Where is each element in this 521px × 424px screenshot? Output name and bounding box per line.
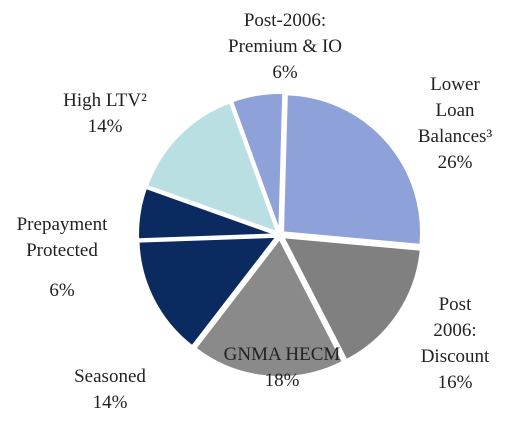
- pie-slice: [230, 92, 285, 232]
- pie-slice: [281, 236, 422, 362]
- pie-slice: [137, 186, 277, 241]
- slice-label: Lower Loan Balances³ 26%: [418, 72, 492, 176]
- slice-label: Post 2006: Discount 16%: [421, 292, 490, 396]
- value-label: 16%: [437, 372, 473, 393]
- value-label: 14%: [87, 116, 123, 137]
- slice-label: Post-2006: Premium & IO 6%: [228, 8, 342, 86]
- pie-slice: [137, 235, 279, 348]
- pie-slice: [145, 101, 279, 234]
- value-label: 26%: [437, 152, 473, 173]
- category-label: GNMA HECM: [223, 344, 341, 365]
- slice-label: High LTV² 14%: [63, 88, 147, 140]
- category-label: Lower Loan Balances³: [417, 74, 493, 147]
- pie-slice: [281, 93, 422, 246]
- pie-slice: [194, 237, 345, 378]
- category-label: High LTV²: [63, 90, 147, 111]
- category-label: Post 2006: Discount: [420, 294, 490, 367]
- value-label: 6%: [272, 62, 298, 83]
- slice-label: Prepayment Protected 6%: [17, 212, 108, 304]
- slice-label: Seasoned 14%: [74, 364, 146, 416]
- value-label: 18%: [264, 370, 300, 391]
- slice-label: GNMA HECM 18%: [224, 342, 341, 394]
- value-label: 6%: [49, 280, 75, 301]
- category-label: Prepayment Protected: [16, 214, 108, 261]
- category-label: Post-2006: Premium & IO: [228, 10, 342, 57]
- value-label: 14%: [92, 392, 128, 413]
- category-label: Seasoned: [74, 366, 146, 387]
